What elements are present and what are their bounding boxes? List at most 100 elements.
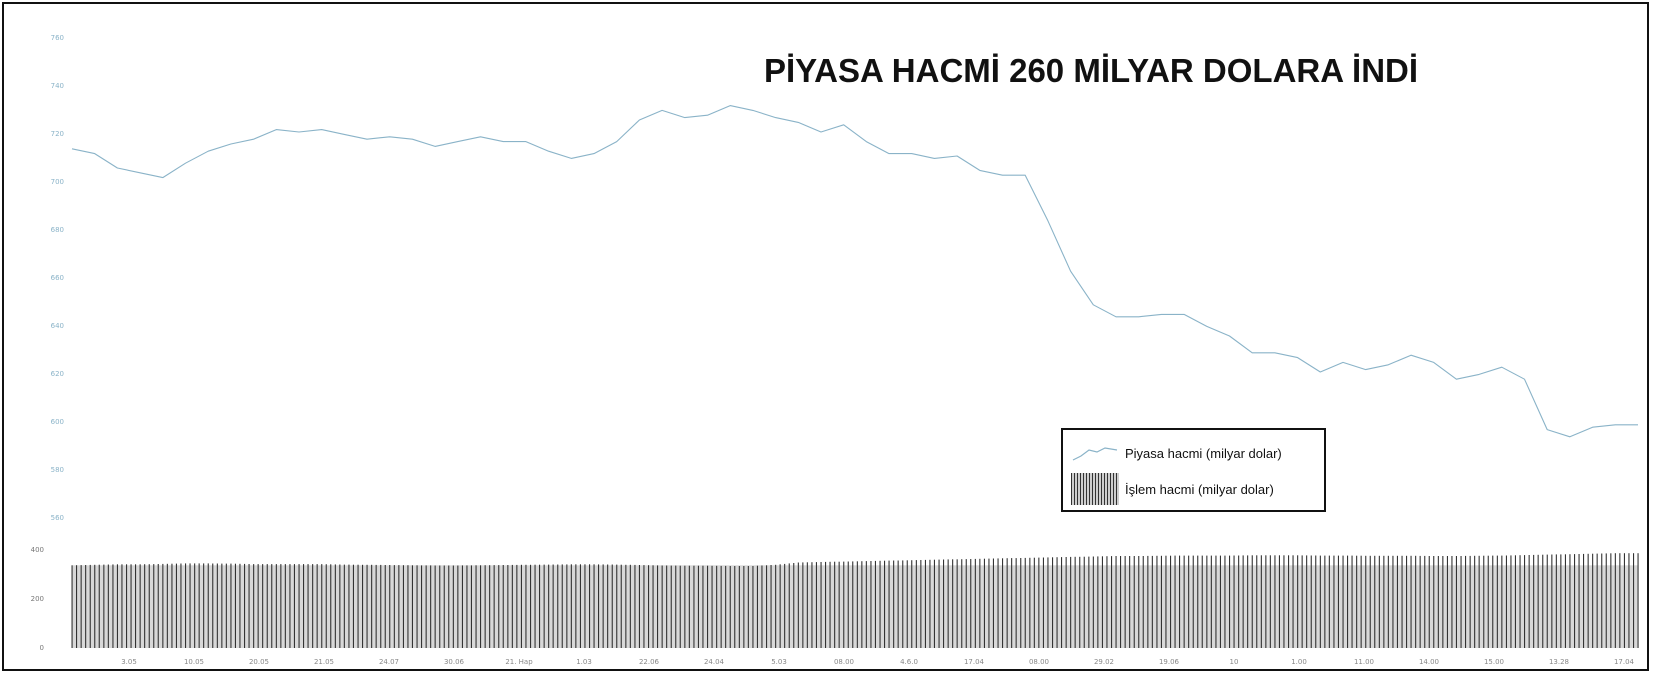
volume-bar [1437, 556, 1439, 648]
volume-bar [203, 563, 205, 648]
x-tick-label: 08.00 [834, 658, 854, 666]
volume-bar [1637, 553, 1639, 648]
volume-bar [1151, 555, 1153, 648]
volume-bar [756, 565, 758, 648]
volume-bar [1142, 556, 1144, 648]
volume-bar [334, 564, 336, 648]
volume-bar [902, 560, 904, 648]
volume-bar [1115, 556, 1117, 648]
volume-bar [1024, 557, 1026, 648]
volume-bar [198, 563, 200, 648]
volume-bar [734, 566, 736, 648]
volume-bar [611, 564, 613, 648]
volume-bar [1042, 557, 1044, 648]
volume-bar [1360, 555, 1362, 648]
volume-bar [589, 564, 591, 648]
volume-bar [421, 565, 423, 648]
volume-bar [516, 564, 518, 648]
volume-bar [1274, 555, 1276, 648]
volume-bar [938, 559, 940, 648]
volume-bar [1170, 555, 1172, 648]
y-axis-ticks: 760 740 720 700 680 660 640 620 600 580 560 [51, 34, 64, 522]
volume-bar [1587, 553, 1589, 648]
volume-bar [144, 564, 146, 648]
volume-bar [729, 566, 731, 648]
volume-bar [1483, 555, 1485, 648]
volume-bar [1074, 556, 1076, 648]
volume-bar [148, 564, 150, 648]
x-tick-label: 08.00 [1029, 658, 1049, 666]
volume-bar [366, 564, 368, 648]
volume-bar [992, 558, 994, 648]
x-tick-label: 14.00 [1419, 658, 1439, 666]
volume-bar [1160, 555, 1162, 648]
volume-bar [1533, 554, 1535, 648]
volume-bar [965, 559, 967, 648]
x-tick-label: 5.03 [771, 658, 787, 666]
volume-bar [629, 564, 631, 648]
volume-bar [126, 564, 128, 648]
legend-bar-swatch [1071, 473, 1119, 505]
volume-bar [1101, 556, 1103, 648]
volume-bar [380, 564, 382, 648]
volume-bar [906, 560, 908, 648]
volume-bar [225, 563, 227, 648]
volume-bar [979, 558, 981, 648]
volume-bar [974, 558, 976, 648]
volume-bar [784, 563, 786, 648]
volume-bar [530, 564, 532, 648]
volume-bar-shade [72, 565, 1638, 648]
volume-bar [884, 560, 886, 648]
volume-bar [248, 564, 250, 648]
volume-bar [1496, 555, 1498, 648]
x-tick-label: 13.28 [1549, 658, 1569, 666]
volume-bar [1492, 555, 1494, 648]
volume-bar [330, 564, 332, 648]
volume-bar [1378, 555, 1380, 648]
volume-bar [1179, 555, 1181, 648]
volume-bar [1347, 555, 1349, 648]
volume-bar [911, 560, 913, 648]
volume-bar [1519, 555, 1521, 648]
volume-bar [720, 565, 722, 648]
volume-bar [321, 564, 323, 648]
volume-bar [357, 564, 359, 648]
volume-bar [947, 559, 949, 648]
volume-bar [1192, 555, 1194, 648]
volume-bar [806, 562, 808, 648]
volume-bar [1065, 557, 1067, 648]
volume-bar [1047, 557, 1049, 648]
volume-bar [207, 563, 209, 648]
volume-bar [157, 564, 159, 648]
volume-bar [584, 564, 586, 648]
x-tick-label: 20.05 [249, 658, 269, 666]
volume-bar [452, 565, 454, 648]
volume-bar [943, 559, 945, 648]
volume-bar [71, 565, 73, 648]
volume-bar [153, 564, 155, 648]
volume-bar [1564, 554, 1566, 648]
market-cap-line [71, 105, 1638, 438]
volume-bar [802, 562, 804, 648]
volume-bar [1092, 556, 1094, 648]
volume-bar [175, 563, 177, 648]
volume-bar [1356, 555, 1358, 648]
legend-item-volume: İşlem hacmi (milyar dolar) [1071, 473, 1274, 505]
volume-bar [652, 565, 654, 648]
volume-bar [738, 566, 740, 648]
volume-bar [407, 565, 409, 648]
volume-bar [829, 561, 831, 648]
x-tick-label: 29.02 [1094, 658, 1114, 666]
volume-bar [502, 565, 504, 648]
x-tick-label: 30.06 [444, 658, 465, 666]
volume-bars [71, 553, 1639, 648]
volume-bar [1623, 553, 1625, 648]
volume-bar [343, 564, 345, 648]
volume-bar [970, 559, 972, 648]
volume-bar [1460, 556, 1462, 648]
volume-bar [1451, 556, 1453, 648]
volume-bar [634, 564, 636, 648]
volume-bar [1288, 555, 1290, 648]
volume-bar [362, 564, 364, 648]
